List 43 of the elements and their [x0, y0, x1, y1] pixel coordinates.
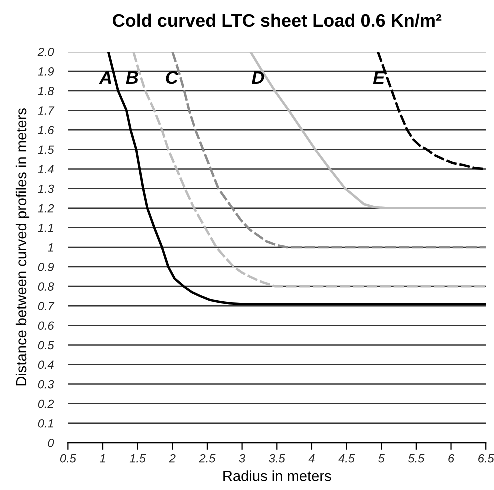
x-tick-label: 6.5 [478, 454, 494, 463]
x-tick-label: 0.5 [60, 454, 76, 463]
x-tick-label: 4.5 [338, 454, 356, 463]
x-tick-label: 3 [239, 454, 246, 463]
y-tick-label: 0 [48, 438, 54, 448]
y-tick-label: 0.1 [38, 419, 54, 428]
y-tick-label: 1.5 [38, 146, 54, 154]
y-tick-label: 0.5 [38, 341, 54, 350]
x-tick-label: 5.5 [408, 454, 425, 463]
y-tick-label: 0.6 [38, 322, 54, 330]
y-tick-label: 1.3 [38, 184, 54, 194]
series-label: C [166, 71, 179, 84]
y-tick-label: 1.6 [38, 126, 54, 135]
y-tick-label: 1 [48, 244, 54, 252]
x-tick-label: 5 [378, 454, 385, 463]
x-tick-label: 3.5 [269, 454, 286, 463]
line-series [249, 52, 486, 210]
y-axis-title: Distance between curved profiles in meters [16, 108, 30, 386]
x-axis-title: Radius in meters [224, 470, 332, 482]
series-label: B [126, 72, 138, 84]
y-tick-label: 0.9 [38, 263, 54, 272]
x-tick-label: 4 [308, 454, 315, 463]
series-label: D [252, 72, 264, 84]
y-tick-label: 1.8 [38, 87, 54, 96]
chart-title: Cold curved LTC sheet Load 0.6 Kn/m² [113, 14, 442, 28]
x-tick-label: 6 [448, 454, 455, 463]
y-tick-label: 1.9 [38, 68, 54, 76]
x-tick-label: 1.5 [130, 454, 146, 463]
y-tick-label: 1.4 [38, 165, 54, 174]
y-tick-label: 0.8 [38, 282, 54, 291]
y-tick-label: 2.0 [38, 48, 54, 56]
x-tick-label: 2 [169, 454, 176, 463]
y-tick-label: 0.7 [38, 302, 55, 310]
series-label: A [99, 72, 112, 84]
y-tick-label: 1.7 [38, 106, 55, 115]
y-tick-label: 1.1 [38, 224, 54, 232]
y-tick-label: 1.2 [38, 204, 54, 213]
y-tick-label: 0.2 [38, 400, 54, 408]
x-tick-label: 1 [100, 454, 106, 463]
y-tick-label: 0.3 [38, 380, 54, 389]
series-label: E [373, 72, 386, 84]
x-tick-label: 2.5 [199, 454, 216, 463]
y-tick-label: 0.4 [38, 360, 54, 370]
